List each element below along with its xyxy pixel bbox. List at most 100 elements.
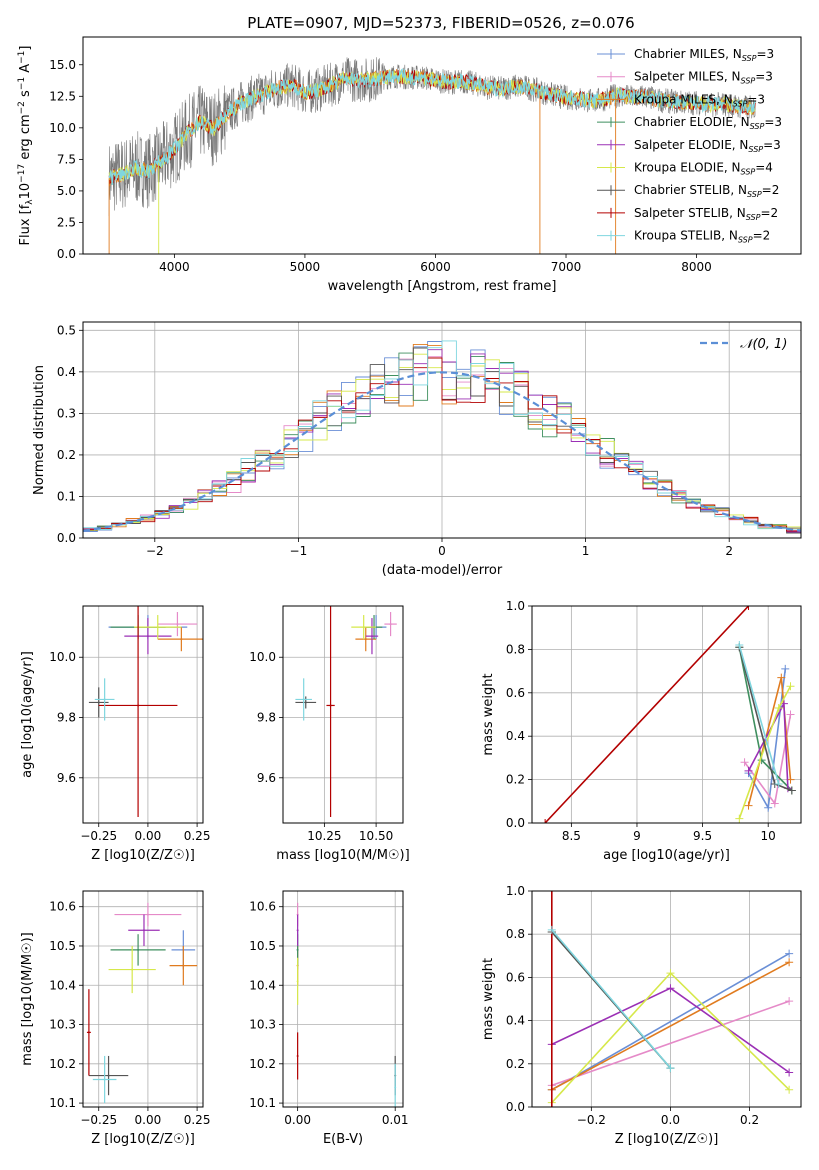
series-marker-0 [785,949,794,958]
series-marker-2 [744,801,753,810]
y-tick-label: 10.1 [49,1096,76,1110]
x-tick-label: 0.01 [382,1113,409,1127]
y-label-part: 10 [18,183,33,200]
y-tick-label: 0.4 [506,729,525,743]
y-tick-label: 10.0 [49,650,76,664]
y-tick-label: 5.0 [57,184,76,198]
y-axis-label: Normed distribution [32,365,47,495]
series-marker-7 [744,606,753,610]
y-tick-label: 9.6 [57,771,76,785]
histogram-7 [83,357,801,532]
series-marker-8 [774,779,783,788]
point-1 [176,623,179,626]
x-tick-label: 0.25 [184,1113,211,1127]
y-label-part: −17 [17,164,27,183]
y-tick-label: 0.4 [506,1014,525,1028]
point-4 [296,929,299,932]
legend-tail: =4 [755,161,773,175]
point-4 [142,929,145,932]
x-axis-label: Z [log10(Z/Z☉)] [615,1132,719,1147]
x-tick-label: 1 [582,544,590,558]
x-tick-label: 10.50 [359,829,393,843]
y-tick-label: 0.0 [57,531,76,545]
plot-area [108,57,756,254]
y-tick-label: 10.4 [249,978,276,992]
y-tick-label: 1.0 [506,884,525,898]
x-tick-label: 7000 [551,260,582,274]
y-tick-label: 10.3 [49,1018,76,1032]
series-marker-2 [785,958,794,967]
y-tick-label: 10.0 [249,650,276,664]
plot-area [296,902,397,1107]
panel-mass_vs_Z: −0.25 0.00 0.25 10.1 10.2 10.3 10.4 10.5 10.6 Z [… [20,890,211,1147]
series-marker-2 [777,673,786,682]
plot-area [295,606,397,817]
x-tick-label: 4000 [159,260,190,274]
y-tick-label: 7.5 [57,152,76,166]
series-line-7 [544,606,750,823]
y-tick-label: 0.0 [57,247,76,261]
y-label-part: −2 [17,101,27,114]
series-marker-7 [547,1103,556,1107]
series-line-2 [551,961,790,1091]
y-tick-label: 0.8 [506,927,525,941]
y-tick-label: 12.5 [49,89,76,103]
series-line-8 [551,929,672,1069]
legend-label: Salpeter MILES, N [634,70,741,84]
point-7 [87,1031,90,1034]
point-6 [107,1074,110,1077]
x-axis-label: (data-model)/error [382,563,503,578]
legend-tail: =2 [760,206,778,220]
panel-age_vs_Z: −0.25 0.00 0.25 9.6 9.8 10.0 Z [log10(Z/Z☉)] ag… [20,605,210,863]
point-7 [296,1054,299,1057]
y-label-part: A [18,64,33,77]
axes-frame [82,321,802,539]
series-marker-1 [740,758,749,767]
y-label-part: Flux [f [18,204,33,245]
y-tick-label: 10.6 [249,900,276,914]
legend-subscript: SSP [741,168,756,177]
legend-entry-5: Kroupa ELODIE, NSSP=4 [634,161,773,177]
legend-subscript: SSP [738,236,753,245]
x-axis-label: E(B-V) [323,1132,363,1147]
y-label-part: λ [25,199,35,205]
x-axis-label: Z [log10(Z/Z☉)] [91,1132,195,1147]
series-line-0 [551,952,790,1091]
x-tick-label: 0.00 [135,829,162,843]
y-tick-label: 10.5 [49,939,76,953]
point-6 [304,701,307,704]
point-2 [180,638,183,641]
x-tick-label: 6000 [420,260,451,274]
legend-entry-8: Kroupa STELIB, NSSP=2 [634,229,770,245]
legend-entry-0: Chabrier MILES, NSSP=3 [634,47,774,63]
legend-subscript: SSP [748,145,763,154]
point-2 [364,638,367,641]
x-tick-label: 5000 [290,260,321,274]
series-marker-5 [735,814,744,823]
series-marker-0 [781,664,790,673]
panel-age_vs_mass: 10.25 10.50 9.6 9.8 10.0 mass [log10(M/M☉)] [249,605,410,863]
axes-frame [282,605,404,824]
point-8 [103,1078,106,1081]
y-tick-label: 15.0 [49,58,76,72]
series-marker-8 [666,1064,675,1073]
plot-area [547,891,794,1107]
y-axis-label: Flux [fλ10−17 erg cm−2 s−1 A−1] [17,46,35,246]
legend-tail: =3 [763,138,781,152]
point-8 [103,698,106,701]
spectrum-legend: Chabrier MILES, NSSP=3 Salpeter MILES, N S… [597,47,782,245]
y-tick-label: 1.0 [506,599,525,613]
plot-area [88,606,203,817]
x-tick-label: −0.25 [80,829,117,843]
y-tick-label: 0.0 [506,1100,525,1114]
x-tick-label: 0.2 [740,1113,759,1127]
normal-curve [83,371,801,532]
panel-massweight_vs_age: 8.5 9 9.5 10 0.0 0.2 0.4 0.6 0.8 1.0 age [log10(ag… [481,599,802,863]
y-axis-label: mass weight [481,958,496,1040]
series-marker-4 [785,1068,794,1077]
series-marker-5 [785,1085,794,1094]
legend-subscript: SSP [733,99,748,108]
y-tick-label: 9.8 [257,711,276,725]
legend-label: Kroupa STELIB, N [634,229,738,243]
